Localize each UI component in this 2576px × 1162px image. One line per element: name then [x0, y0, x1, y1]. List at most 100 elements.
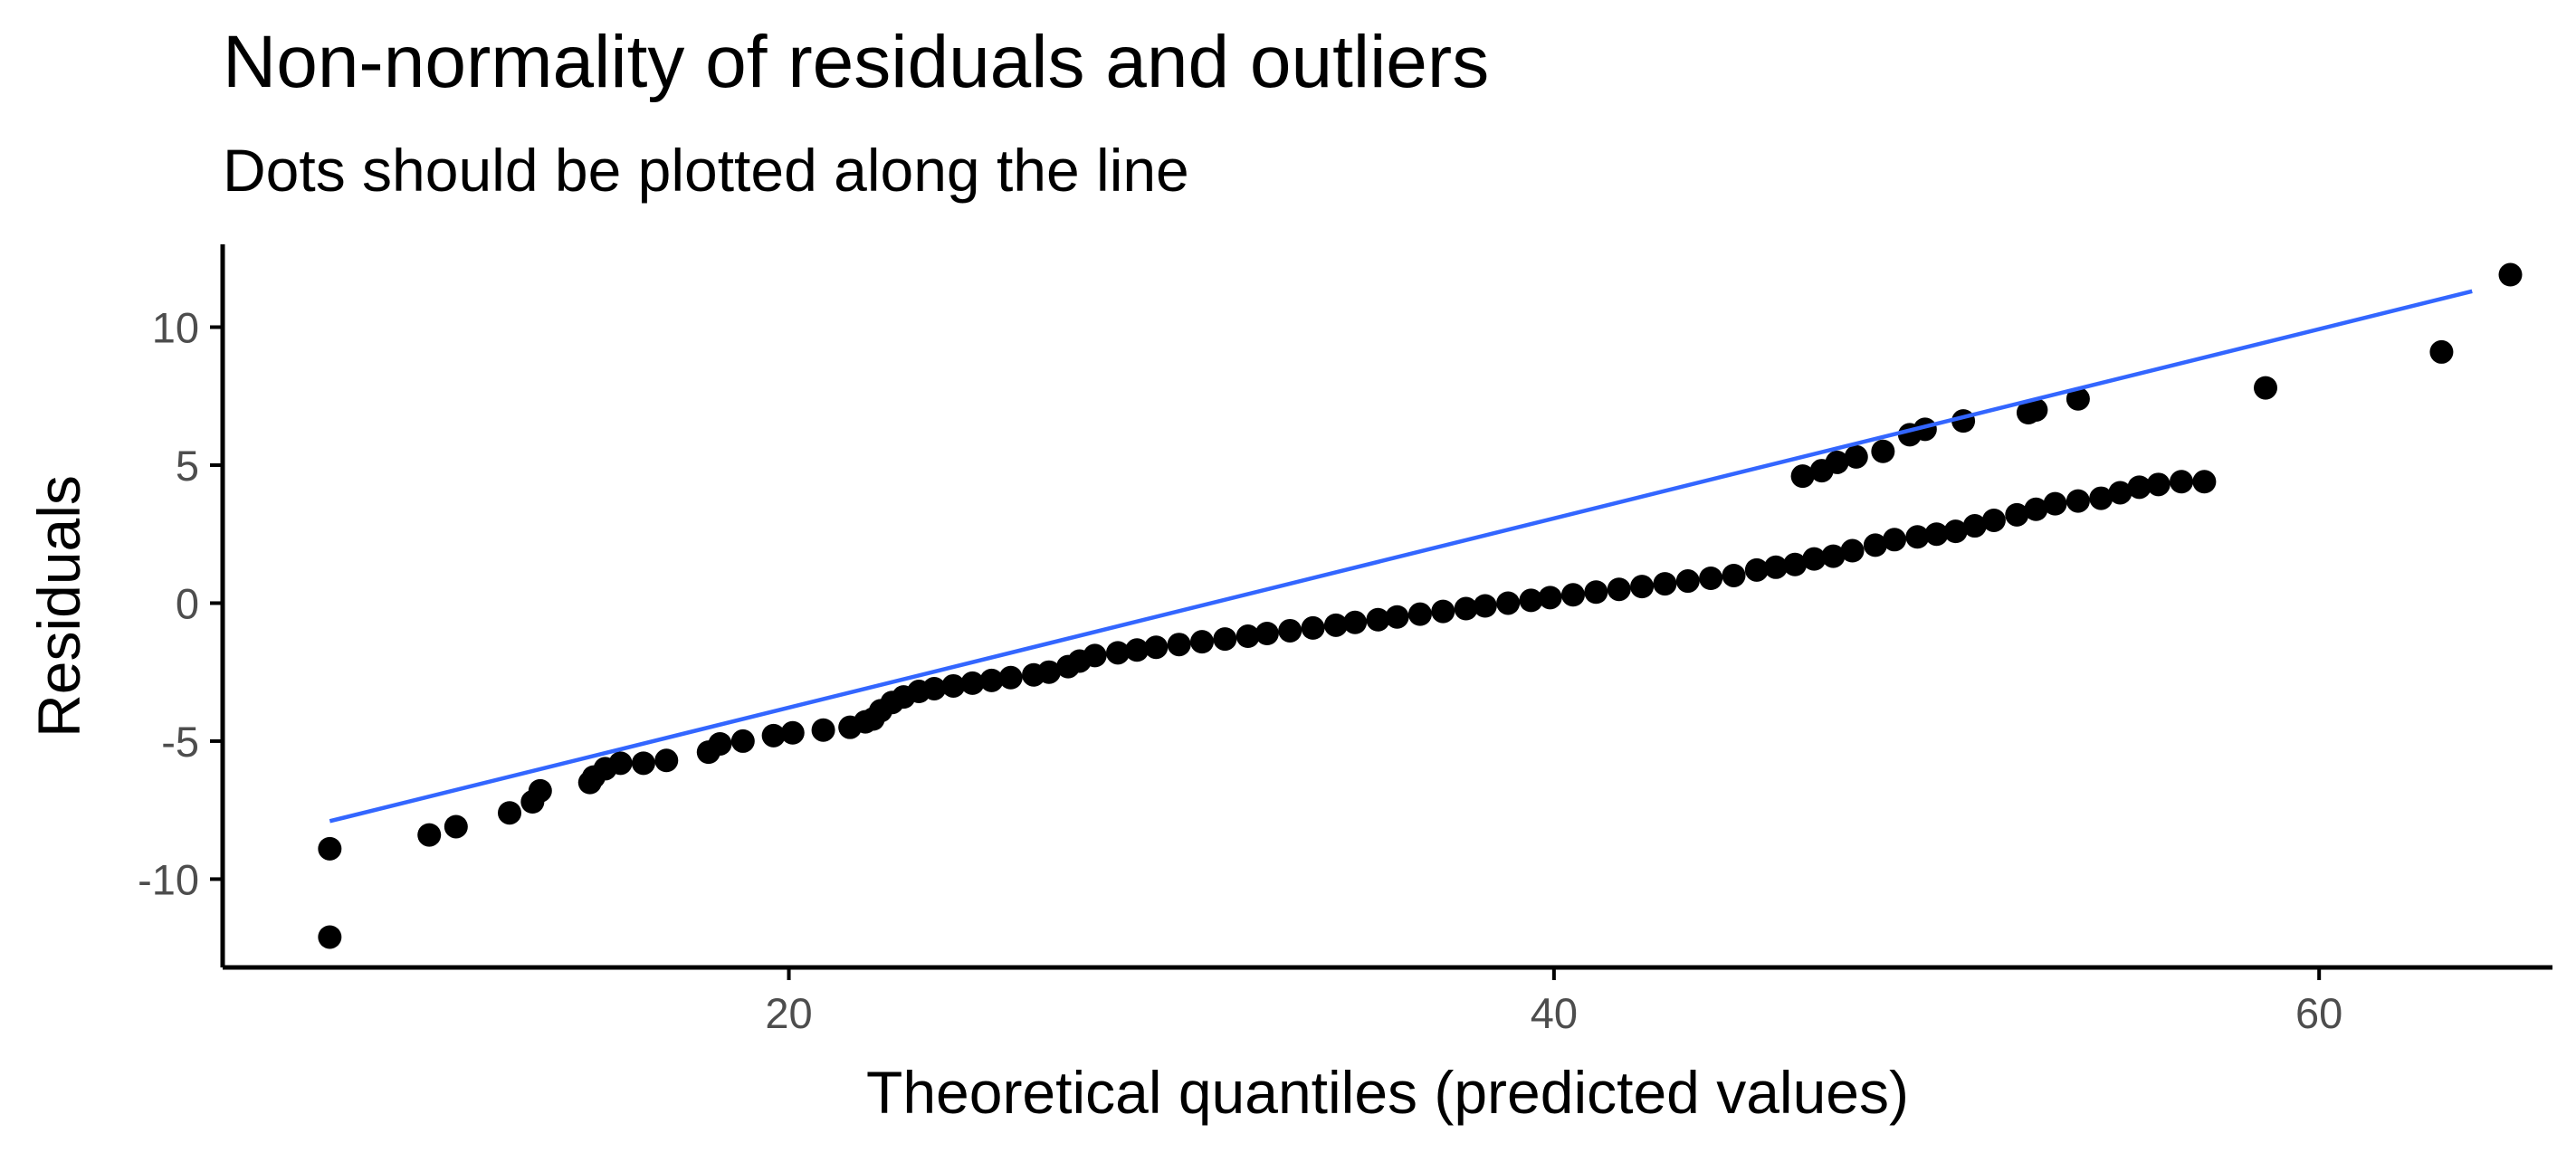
- data-point: [1840, 538, 1865, 563]
- x-axis-ticks: 20 40 60: [765, 967, 2342, 1037]
- data-point: [1431, 599, 1455, 624]
- data-point: [1653, 572, 1677, 596]
- reference-line-layer: [329, 289, 2473, 824]
- data-point: [1036, 660, 1061, 684]
- data-point: [631, 751, 655, 776]
- data-point: [998, 665, 1023, 690]
- data-point: [1343, 610, 1368, 634]
- data-point: [528, 778, 552, 803]
- chart-title: Non-normality of residuals and outliers: [223, 21, 1490, 103]
- data-point: [1366, 607, 1390, 632]
- data-point: [1764, 555, 1788, 579]
- data-point: [1699, 567, 1723, 591]
- data-point: [2127, 475, 2151, 500]
- y-tick-label: 5: [176, 442, 199, 490]
- data-point: [1630, 575, 1655, 599]
- data-point: [2170, 470, 2194, 494]
- data-point: [1871, 439, 1895, 463]
- data-point: [1825, 450, 1849, 474]
- data-point: [979, 668, 1004, 692]
- data-point: [654, 748, 679, 773]
- data-point: [1744, 557, 1769, 582]
- x-tick-label: 40: [1531, 989, 1578, 1037]
- data-point: [1675, 569, 1700, 594]
- y-axis-title: Residuals: [25, 475, 92, 738]
- data-point: [1981, 508, 2006, 532]
- data-point: [1519, 588, 1543, 613]
- data-point: [1538, 586, 1562, 610]
- data-point: [2024, 397, 2048, 422]
- data-point: [811, 718, 835, 742]
- data-point: [1883, 528, 1907, 552]
- data-point: [922, 676, 947, 700]
- data-point: [960, 671, 985, 695]
- x-axis-title: Theoretical quantiles (predicted values): [866, 1059, 1909, 1126]
- data-point: [1722, 563, 1746, 587]
- y-axis-ticks: 10 5 0 -5 -10: [138, 303, 223, 903]
- data-point: [417, 823, 442, 847]
- data-point: [2024, 497, 2048, 521]
- data-point: [1962, 514, 1987, 538]
- data-point: [1584, 580, 1608, 605]
- data-point: [1821, 544, 1846, 568]
- y-tick-label: 10: [152, 303, 199, 351]
- data-point: [1323, 613, 1348, 637]
- data-point: [1905, 525, 1930, 549]
- data-point: [2192, 470, 2217, 494]
- data-point: [1560, 583, 1585, 607]
- y-tick-label: -10: [138, 855, 199, 903]
- data-point: [2066, 489, 2090, 513]
- data-point: [2146, 472, 2171, 497]
- data-point: [1255, 621, 1279, 645]
- data-point: [1802, 547, 1827, 571]
- data-point: [2005, 502, 2029, 527]
- data-point: [1924, 522, 1949, 547]
- data-point: [1496, 591, 1521, 615]
- data-point: [761, 723, 786, 748]
- data-point: [1278, 618, 1302, 643]
- data-point: [1125, 638, 1150, 662]
- data-point: [708, 731, 732, 756]
- data-point: [1454, 596, 1478, 621]
- data-point: [780, 720, 805, 745]
- x-tick-label: 20: [765, 989, 812, 1037]
- data-point: [444, 814, 468, 839]
- y-tick-label: -5: [161, 718, 199, 766]
- data-point: [2254, 376, 2278, 400]
- data-point: [1473, 594, 1497, 618]
- data-point: [318, 836, 342, 861]
- data-point: [2043, 491, 2067, 516]
- data-point: [2498, 262, 2523, 287]
- data-point: [1301, 615, 1325, 640]
- x-tick-label: 60: [2295, 989, 2342, 1037]
- points-layer: [318, 262, 2523, 949]
- data-point: [2108, 481, 2132, 505]
- data-point: [1783, 552, 1808, 576]
- data-point: [1213, 627, 1237, 652]
- data-point: [1083, 643, 1107, 668]
- data-point: [1190, 630, 1215, 654]
- data-point: [1167, 633, 1191, 657]
- data-point: [730, 729, 755, 753]
- data-point: [1607, 577, 1631, 602]
- data-point: [1790, 464, 1815, 489]
- data-point: [941, 673, 966, 698]
- data-point: [1943, 519, 1968, 544]
- data-point: [1236, 624, 1260, 649]
- data-point: [497, 801, 521, 825]
- data-point: [2429, 339, 2454, 364]
- data-point: [608, 751, 633, 776]
- data-point: [1144, 635, 1169, 660]
- data-point: [1844, 444, 1868, 469]
- data-point: [2066, 386, 2090, 411]
- data-point: [1407, 602, 1432, 626]
- data-point: [1385, 605, 1409, 629]
- chart-subtitle: Dots should be plotted along the line: [223, 137, 1189, 204]
- data-point: [2089, 486, 2113, 510]
- data-point: [1863, 533, 1887, 557]
- reference-line: [329, 289, 2473, 824]
- data-point: [1106, 641, 1131, 665]
- y-tick-label: 0: [176, 579, 199, 627]
- data-point: [318, 925, 342, 949]
